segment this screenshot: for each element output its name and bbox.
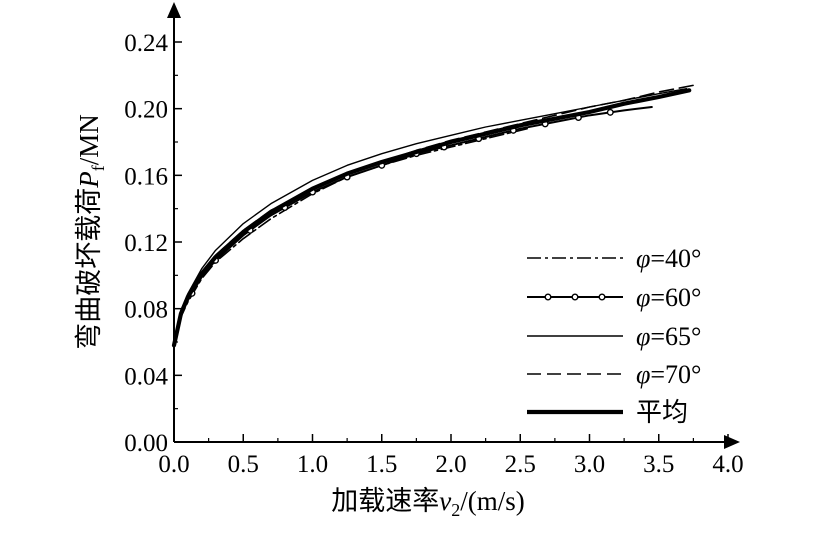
series-2-line	[173, 106, 653, 347]
legend-label-4: φ=70°	[636, 360, 701, 389]
tick-labels: 0.0 0.5 1.0 1.5 2.0 2.5 3.0 3.5 4.0 0.00 0.04 0.08 0…	[124, 30, 743, 478]
y-tick-label: 0.00	[124, 430, 168, 457]
x-axis-title: 加载速率v2/(m/s)	[331, 486, 524, 520]
x-tick-label: 0.5	[228, 451, 259, 478]
y-tick-label: 0.12	[124, 230, 168, 257]
legend: φ=40° φ=60° φ=65° φ=70° 平均	[527, 244, 701, 427]
series-2-marker	[606, 108, 614, 116]
legend-swatch-marker	[571, 293, 579, 301]
y-tick-label: 0.20	[124, 97, 168, 124]
legend-swatch-marker	[598, 293, 606, 301]
x-tick-label: 0.0	[158, 451, 189, 478]
series-layer	[171, 84, 695, 348]
series-4-line	[173, 84, 695, 347]
x-tick-label: 1.0	[297, 451, 328, 478]
y-tick-label: 0.08	[124, 297, 168, 324]
legend-label-5: 平均	[636, 398, 688, 427]
legend-swatch-marker	[544, 293, 552, 301]
legend-label-2: φ=60°	[636, 283, 701, 312]
x-tick-label: 1.5	[366, 451, 397, 478]
y-tick-label: 0.04	[124, 363, 168, 390]
series-5-line	[171, 88, 692, 348]
series-3-line	[173, 87, 688, 347]
x-tick-label: 3.5	[643, 451, 674, 478]
x-axis-arrow	[724, 435, 740, 449]
x-tick-label: 3.0	[574, 451, 605, 478]
y-tick-label: 0.24	[124, 30, 168, 57]
y-axis-title: 弯曲破坏载荷Pf/MN	[74, 114, 108, 350]
x-tick-label: 2.0	[435, 451, 466, 478]
x-tick-label: 4.0	[712, 451, 743, 478]
legend-label-3: φ=65°	[636, 322, 701, 351]
series-1-line	[173, 127, 528, 347]
x-tick-label: 2.5	[505, 451, 536, 478]
y-axis-arrow	[167, 2, 181, 18]
y-tick-label: 0.16	[124, 163, 168, 190]
legend-label-1: φ=40°	[636, 244, 701, 273]
